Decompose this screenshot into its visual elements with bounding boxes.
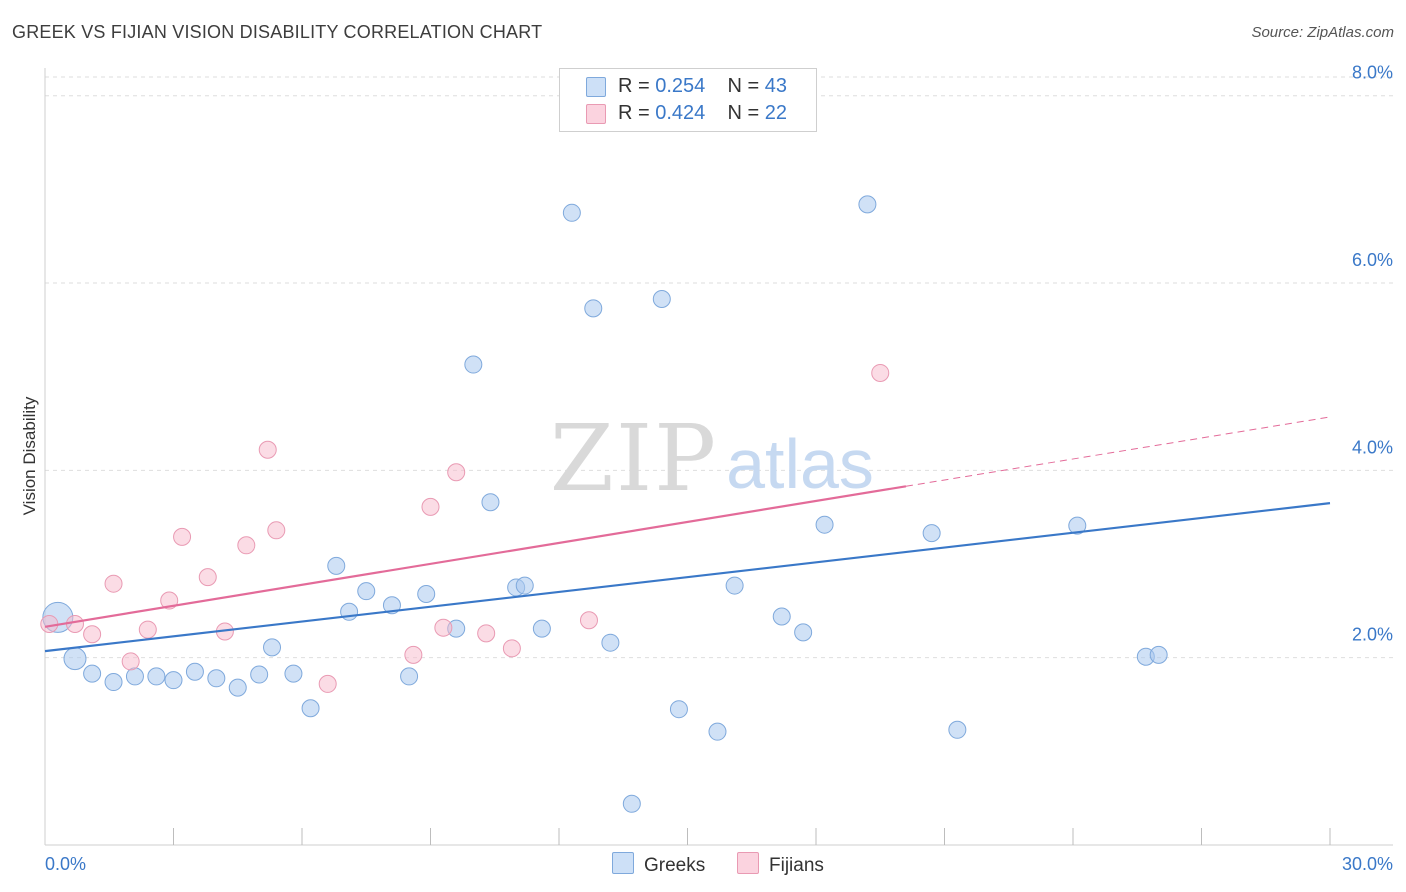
point-greeks: [125, 667, 144, 686]
point-greeks: [164, 671, 183, 690]
point-greeks: [104, 673, 123, 692]
point-greeks: [301, 699, 320, 718]
x-tick-label-min: 0.0%: [45, 854, 86, 874]
point-greeks: [532, 619, 551, 638]
point-fijians: [138, 620, 157, 639]
point-fijians: [198, 568, 217, 587]
watermark-zip: ZIP: [550, 405, 718, 512]
point-fijians: [267, 521, 286, 540]
point-greeks: [481, 493, 500, 512]
point-greeks: [284, 664, 303, 683]
watermark-atlas: atlas: [726, 425, 874, 503]
data-points: [40, 195, 1168, 813]
point-fijians: [477, 624, 496, 643]
point-fijians: [871, 363, 890, 382]
y-tick-label: 2.0%: [1352, 625, 1393, 645]
legend-n-value-greeks: 43: [764, 75, 788, 97]
point-greeks: [417, 584, 436, 603]
bottom-legend-greeks: Greeks: [612, 852, 705, 877]
legend-r-value-greeks: 0.254: [655, 75, 706, 97]
legend-r-label: R =: [618, 102, 656, 124]
watermark: ZIP atlas: [550, 405, 874, 512]
point-fijians: [237, 536, 256, 555]
legend-swatch-greeks: [586, 77, 606, 97]
y-tick-label: 6.0%: [1352, 250, 1393, 270]
y-tick-label: 8.0%: [1352, 63, 1393, 83]
point-greeks: [858, 195, 877, 214]
bottom-legend-label-greeks: Greeks: [644, 855, 706, 876]
point-fijians: [83, 625, 102, 644]
point-fijians: [104, 574, 123, 593]
point-greeks: [725, 576, 744, 595]
point-greeks: [584, 299, 603, 318]
legend-r-label: R =: [618, 75, 656, 97]
trend-lines: [44, 416, 1331, 653]
point-fijians: [447, 463, 466, 482]
point-greeks: [772, 607, 791, 626]
correlation-legend: R = 0.254 N = 43 R = 0.424 N = 22: [559, 68, 817, 132]
point-greeks: [327, 556, 346, 575]
y-tick-label: 4.0%: [1352, 437, 1393, 457]
point-greeks: [357, 582, 376, 601]
point-fijians: [121, 652, 140, 671]
source-credit: Source: ZipAtlas.com: [1251, 24, 1394, 41]
point-greeks: [562, 203, 581, 222]
y-axis-label: Vision Disability: [20, 396, 39, 515]
legend-n-label: N =: [727, 102, 765, 124]
trend-line-greeks: [44, 502, 1331, 653]
point-greeks: [794, 623, 813, 642]
point-greeks: [1149, 645, 1168, 664]
point-fijians: [502, 639, 521, 658]
trend-line-fijians: [44, 485, 907, 628]
point-greeks: [669, 700, 688, 719]
point-fijians: [40, 614, 59, 633]
legend-r-value-fijians: 0.424: [655, 102, 706, 124]
bottom-legend-swatch-greeks: [612, 852, 634, 874]
point-greeks: [622, 794, 641, 813]
point-greeks: [83, 664, 102, 683]
point-greeks: [382, 596, 401, 615]
point-greeks: [464, 355, 483, 374]
trend-line-fijians-extension: [905, 416, 1331, 487]
bottom-legend-label-fijians: Fijians: [769, 855, 824, 876]
point-greeks: [147, 667, 166, 686]
point-fijians: [318, 674, 337, 693]
point-greeks: [400, 667, 419, 686]
point-greeks: [708, 722, 727, 741]
bottom-legend-fijians: Fijians: [737, 852, 824, 877]
gridlines: [45, 76, 1393, 659]
point-greeks: [263, 638, 282, 657]
legend-swatch-fijians: [586, 104, 606, 124]
point-greeks: [815, 515, 834, 534]
chart-title: GREEK VS FIJIAN VISION DISABILITY CORREL…: [12, 22, 543, 42]
point-greeks: [948, 720, 967, 739]
point-greeks: [207, 669, 226, 688]
point-greeks: [515, 576, 534, 595]
point-greeks: [922, 524, 941, 543]
axes: [44, 68, 1393, 846]
point-greeks: [250, 665, 269, 684]
point-fijians: [434, 618, 453, 637]
point-fijians: [421, 497, 440, 516]
point-greeks: [1068, 516, 1087, 535]
point-greeks: [652, 289, 671, 308]
legend-n-value-fijians: 22: [764, 102, 788, 124]
point-greeks: [228, 678, 247, 697]
tick-labels: 2.0% 4.0% 6.0% 8.0% 0.0% 30.0% Vision Disabili…: [20, 63, 1393, 874]
point-greeks: [185, 662, 204, 681]
point-fijians: [173, 527, 192, 546]
point-fijians: [579, 611, 598, 630]
legend-n-label: N =: [727, 75, 765, 97]
bottom-legend-swatch-fijians: [737, 852, 759, 874]
point-fijians: [404, 645, 423, 664]
point-fijians: [258, 440, 277, 459]
point-greeks: [63, 647, 87, 671]
point-greeks: [601, 633, 620, 652]
x-tick-label-max: 30.0%: [1342, 854, 1393, 874]
